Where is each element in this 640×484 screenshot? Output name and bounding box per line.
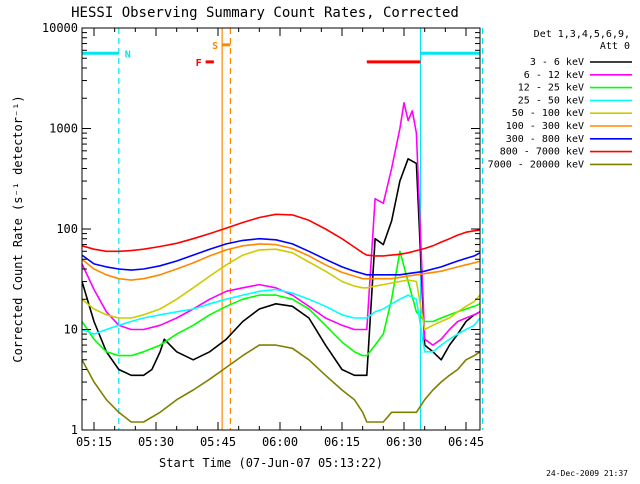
series-line (81, 344, 481, 423)
axes-layer: 05:15 05:30 05:45 06:00 06:15 06:30 06:45 1 10 10… (42, 21, 484, 449)
series-line (81, 213, 481, 257)
x-tick-label: 06:00 (262, 435, 298, 449)
chart-title: HESSI Observing Summary Count Rates, Cor… (71, 5, 459, 21)
flare-label: F (196, 58, 202, 69)
legend-header: Det 1,3,4,5,6,9, (534, 29, 630, 40)
series-layer (81, 102, 481, 423)
legend-entry-label: 12 - 25 keV (518, 83, 584, 94)
x-tick-label: 06:15 (324, 435, 360, 449)
x-tick-label: 05:15 (76, 435, 112, 449)
footer-timestamp: 24-Dec-2009 21:37 (546, 469, 628, 478)
x-tick-label: 05:45 (200, 435, 236, 449)
series-line (81, 250, 481, 357)
series-line (81, 243, 481, 281)
series-line (81, 248, 481, 331)
series-line (81, 288, 481, 353)
y-tick-label: 10000 (42, 21, 78, 35)
legend-header: Att 0 (600, 41, 630, 52)
x-tick-label: 06:45 (448, 435, 484, 449)
series-line (81, 102, 481, 346)
y-tick-label: 10 (64, 323, 78, 337)
legend-entry-label: 50 - 100 keV (512, 108, 584, 119)
legend-entry-label: 3 - 6 keV (530, 57, 584, 68)
y-tick-label: 100 (56, 222, 78, 236)
x-axis-label: Start Time (07-Jun-07 05:13:22) (159, 456, 383, 470)
saa-label: S (212, 41, 218, 52)
y-axis-label: Corrected Count Rate (s⁻¹ detector⁻¹) (11, 95, 25, 362)
legend-entry-label: 6 - 12 keV (524, 70, 584, 81)
legend: Det 1,3,4,5,6,9,Att 0 3 - 6 keV 6 - 12 keV… (488, 29, 632, 170)
annotation-layer: N SF (82, 28, 484, 430)
x-tick-label: 05:30 (138, 435, 174, 449)
series-line (81, 237, 481, 276)
legend-entry-label: 25 - 50 keV (518, 95, 584, 106)
night-label: N (125, 49, 131, 60)
legend-entry-label: 100 - 300 keV (506, 121, 584, 132)
legend-entry-label: 800 - 7000 keV (500, 147, 584, 158)
y-tick-label: 1000 (49, 122, 78, 136)
x-tick-label: 06:30 (386, 435, 422, 449)
legend-entry-label: 7000 - 20000 keV (488, 159, 584, 170)
legend-entry-label: 300 - 800 keV (506, 134, 584, 145)
y-tick-label: 1 (71, 423, 78, 437)
